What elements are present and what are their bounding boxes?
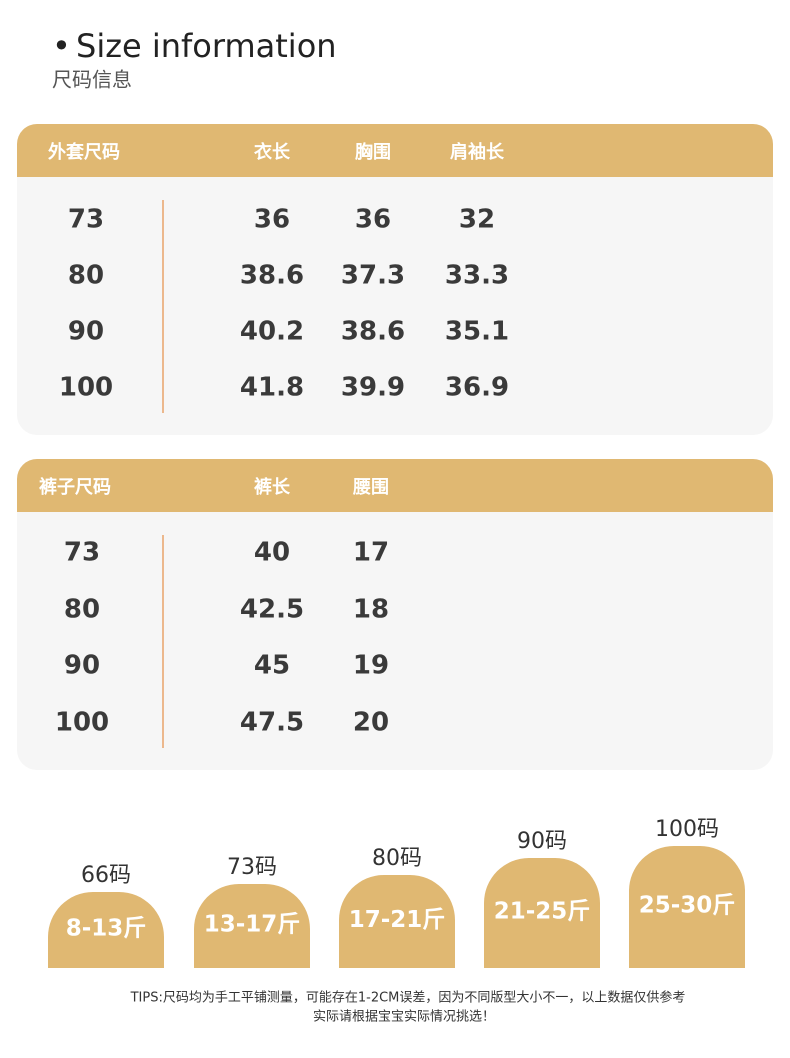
table-bg (17, 124, 773, 435)
table-cell: 80 (64, 595, 100, 625)
size-label: 80码 (372, 846, 422, 871)
table-header-cell: 肩袖长 (450, 141, 505, 163)
table-cell: 37.3 (341, 261, 405, 291)
weight-range: 17-21斤 (349, 907, 446, 933)
table-header-bg (17, 124, 773, 177)
table-cell: 40.2 (240, 317, 304, 347)
tips: 实际请根据宝宝实际情况挑选！ (313, 1010, 495, 1025)
table-cell: 32 (459, 205, 495, 235)
table-cell: 38.6 (240, 261, 304, 291)
table-cell: 38.6 (341, 317, 405, 347)
weight-range: 8-13斤 (66, 916, 147, 942)
size-label: 90码 (517, 829, 567, 854)
weight-range: 21-25斤 (494, 899, 591, 925)
weight-block (339, 875, 455, 968)
size-label: 73码 (227, 855, 277, 880)
table-header-cell: 胸围 (355, 141, 391, 163)
table-cell: 33.3 (445, 261, 509, 291)
table-cell: 100 (59, 373, 113, 403)
table-cell: 73 (68, 205, 104, 235)
table-cell: 39.9 (341, 373, 405, 403)
weight-range: 13-17斤 (204, 912, 301, 938)
table-header-cell: 衣长 (254, 141, 291, 163)
table-cell: 17 (353, 538, 389, 568)
bullet: • (52, 27, 71, 65)
table-cell: 73 (64, 538, 100, 568)
table-cell: 42.5 (240, 595, 304, 625)
weight-block (194, 884, 310, 968)
table-cell: 90 (64, 651, 100, 681)
title: Size information (76, 27, 337, 65)
table-cell: 36.9 (445, 373, 509, 403)
table-cell: 36 (254, 205, 290, 235)
size-label: 66码 (81, 863, 131, 888)
table-header-cell: 裤子尺码 (39, 476, 111, 498)
table-bg (17, 459, 773, 770)
table-header-cell: 裤长 (254, 476, 291, 498)
table-cell: 80 (68, 261, 104, 291)
table-cell: 45 (254, 651, 290, 681)
table-cell: 20 (353, 708, 389, 738)
weight-block (484, 858, 600, 968)
table-cell: 47.5 (240, 708, 304, 738)
weight-block (629, 846, 745, 968)
table-cell: 36 (355, 205, 391, 235)
table-header-cell: 外套尺码 (48, 141, 120, 163)
size-label: 100码 (655, 817, 719, 842)
subtitle: 尺码信息 (52, 68, 132, 92)
table-cell: 90 (68, 317, 104, 347)
weight-range: 25-30斤 (639, 893, 736, 919)
table-cell: 41.8 (240, 373, 304, 403)
tips: TIPS:尺码均为手工平铺测量，可能存在1-2CM误差，因为不同版型大小不一，以… (130, 990, 686, 1006)
table-cell: 19 (353, 651, 389, 681)
table-cell: 18 (353, 595, 389, 625)
table-header-bg (17, 459, 773, 512)
weight-block (48, 892, 164, 968)
table-cell: 40 (254, 538, 290, 568)
table-header-cell: 腰围 (352, 477, 389, 498)
table-cell: 35.1 (445, 317, 509, 347)
table-cell: 100 (55, 708, 109, 738)
